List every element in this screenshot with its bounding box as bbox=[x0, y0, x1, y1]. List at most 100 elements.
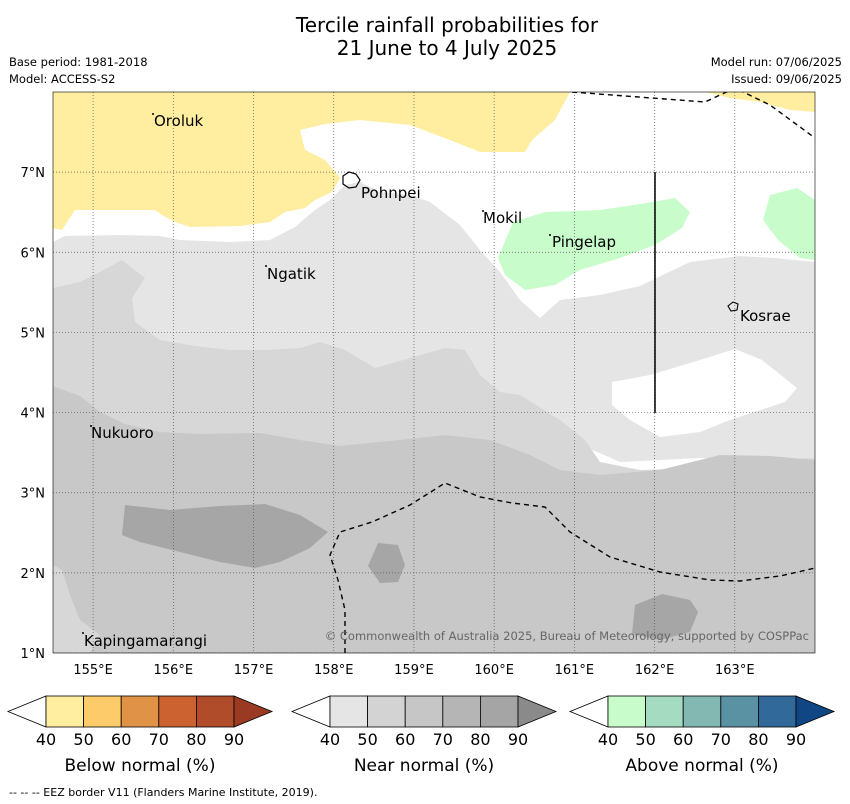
colorbar-swatch bbox=[120, 695, 160, 728]
kosrae-island bbox=[727, 301, 739, 312]
place-label-nukuoro: Nukuoro bbox=[91, 424, 154, 442]
colorbar-tick-label: 90 bbox=[786, 730, 806, 749]
colorbar-tick-label: 70 bbox=[433, 730, 453, 749]
place-label-kapingamarangi: Kapingamarangi bbox=[84, 632, 207, 650]
colorbar-tick-label: 60 bbox=[111, 730, 131, 749]
above-normal-40-region-east bbox=[763, 188, 815, 260]
colorbar-swatch bbox=[195, 695, 235, 728]
lon-tick-label: 160°E bbox=[474, 663, 514, 678]
colorbar-extend-low bbox=[6, 695, 47, 728]
copyright-notice: © Commonwealth of Australia 2025, Bureau… bbox=[325, 629, 809, 643]
legend-near-normal: 40 50 60 70 80 90 bbox=[290, 695, 558, 749]
place-label-pingelap: Pingelap bbox=[552, 233, 616, 251]
below-normal-40-region-ne bbox=[705, 92, 815, 112]
no-signal-east-pocket bbox=[612, 349, 797, 437]
lat-tick-label: 5°N bbox=[21, 326, 46, 341]
lon-tick-label: 163°E bbox=[715, 663, 755, 678]
lat-tick-label: 1°N bbox=[21, 647, 46, 662]
colorbar-swatch bbox=[682, 695, 722, 728]
model-name: Model: ACCESS-S2 bbox=[9, 72, 116, 86]
lat-tick-label: 4°N bbox=[21, 407, 46, 422]
nukuoro-marker bbox=[90, 425, 92, 427]
legend-title-near-normal: Near normal (%) bbox=[353, 756, 495, 776]
above-normal-40-region bbox=[498, 198, 690, 290]
colorbar-swatch bbox=[758, 695, 797, 728]
colorbar-swatch bbox=[329, 695, 368, 728]
title-line-2: 21 June to 4 July 2025 bbox=[336, 36, 558, 60]
pohnpei-island bbox=[342, 171, 361, 189]
longitude-axis: 155°E 156°E 157°E 158°E 159°E 160°E 161°E 162°E… bbox=[73, 663, 754, 678]
mokil-marker bbox=[482, 210, 484, 212]
ngatik-marker bbox=[265, 265, 267, 267]
colorbar-swatch bbox=[367, 695, 406, 728]
colorbar-tick-label: 40 bbox=[36, 730, 56, 749]
legend-title-above-normal: Above normal (%) bbox=[625, 756, 779, 776]
legend-above-normal: 40 50 60 70 80 90 bbox=[568, 695, 836, 749]
place-label-kosrae: Kosrae bbox=[740, 307, 791, 325]
lon-tick-label: 162°E bbox=[635, 663, 675, 678]
colorbar-tick-label: 60 bbox=[673, 730, 693, 749]
colorbar-extend-high bbox=[517, 695, 558, 728]
colorbar-swatch bbox=[45, 695, 84, 728]
run-info: Model run: 07/06/2025 Issued: 09/06/2025 bbox=[711, 54, 842, 88]
colorbar-tick-label: 60 bbox=[395, 730, 415, 749]
model-info: Base period: 1981-2018 Model: ACCESS-S2 bbox=[9, 54, 148, 88]
colorbar-extend-high bbox=[795, 695, 836, 728]
title-line-1: Tercile rainfall probabilities for bbox=[295, 13, 599, 37]
colorbar-tick-label: 80 bbox=[748, 730, 768, 749]
pingelap-marker bbox=[549, 234, 551, 236]
kapingamarangi-marker bbox=[82, 632, 84, 634]
colorbar-tick-label: 50 bbox=[635, 730, 655, 749]
place-markers bbox=[82, 113, 551, 634]
colorbar-swatch bbox=[83, 695, 122, 728]
legend-below-normal: 40 50 60 70 80 90 bbox=[6, 695, 274, 749]
place-label-mokil: Mokil bbox=[483, 209, 522, 227]
place-labels: Oroluk Pohnpei Mokil Pingelap Ngatik Kos… bbox=[84, 112, 791, 650]
map-title: Tercile rainfall probabilities for 21 Ju… bbox=[0, 14, 850, 60]
colorbar-swatch bbox=[720, 695, 759, 728]
lat-tick-label: 2°N bbox=[21, 567, 46, 582]
colorbar-extend-low bbox=[290, 695, 331, 728]
oroluk-marker bbox=[152, 113, 154, 115]
colorbar-tick-label: 50 bbox=[73, 730, 93, 749]
latitude-axis: 7°N 6°N 5°N 4°N 3°N 2°N 1°N bbox=[21, 166, 46, 662]
lat-tick-label: 7°N bbox=[21, 166, 46, 181]
lon-tick-label: 159°E bbox=[394, 663, 434, 678]
place-label-pohnpei: Pohnpei bbox=[361, 184, 421, 202]
colorbar-tick-label: 50 bbox=[357, 730, 377, 749]
lat-tick-label: 6°N bbox=[21, 246, 46, 261]
colorbar-tick-label: 90 bbox=[508, 730, 528, 749]
lon-tick-label: 156°E bbox=[154, 663, 194, 678]
map-frame bbox=[52, 91, 816, 654]
colorbar-tick-label: 40 bbox=[598, 730, 618, 749]
below-normal-40-region bbox=[53, 92, 570, 230]
colorbar-swatch bbox=[404, 695, 444, 728]
colorbar-tick-label: 80 bbox=[186, 730, 206, 749]
colorbar-tick-label: 90 bbox=[224, 730, 244, 749]
colorbar-swatch bbox=[442, 695, 481, 728]
lat-tick-label: 3°N bbox=[21, 487, 46, 502]
near-normal-50-region-sw bbox=[53, 565, 100, 653]
near-normal-70-region-west bbox=[122, 504, 328, 568]
lon-tick-label: 155°E bbox=[73, 663, 113, 678]
colorbar-swatch bbox=[479, 695, 519, 728]
colorbar-extend-high bbox=[233, 695, 274, 728]
issued-date: Issued: 09/06/2025 bbox=[731, 72, 842, 86]
colorbar-swatch bbox=[158, 695, 197, 728]
lon-tick-label: 157°E bbox=[234, 663, 274, 678]
colorbar-swatch bbox=[607, 695, 646, 728]
legend-title-below-normal: Below normal (%) bbox=[64, 756, 216, 776]
lon-tick-label: 161°E bbox=[555, 663, 595, 678]
colorbar-swatch bbox=[645, 695, 684, 728]
base-period: Base period: 1981-2018 bbox=[9, 55, 148, 69]
colorbar-tick-label: 80 bbox=[470, 730, 490, 749]
place-label-oroluk: Oroluk bbox=[154, 112, 203, 130]
near-normal-70-region-east bbox=[632, 594, 698, 640]
gridlines bbox=[53, 92, 815, 653]
colorbar-tick-label: 40 bbox=[320, 730, 340, 749]
colorbar-tick-label: 70 bbox=[711, 730, 731, 749]
colorbar-extend-low bbox=[568, 695, 609, 728]
probability-shading bbox=[53, 92, 815, 653]
lon-tick-label: 158°E bbox=[314, 663, 354, 678]
